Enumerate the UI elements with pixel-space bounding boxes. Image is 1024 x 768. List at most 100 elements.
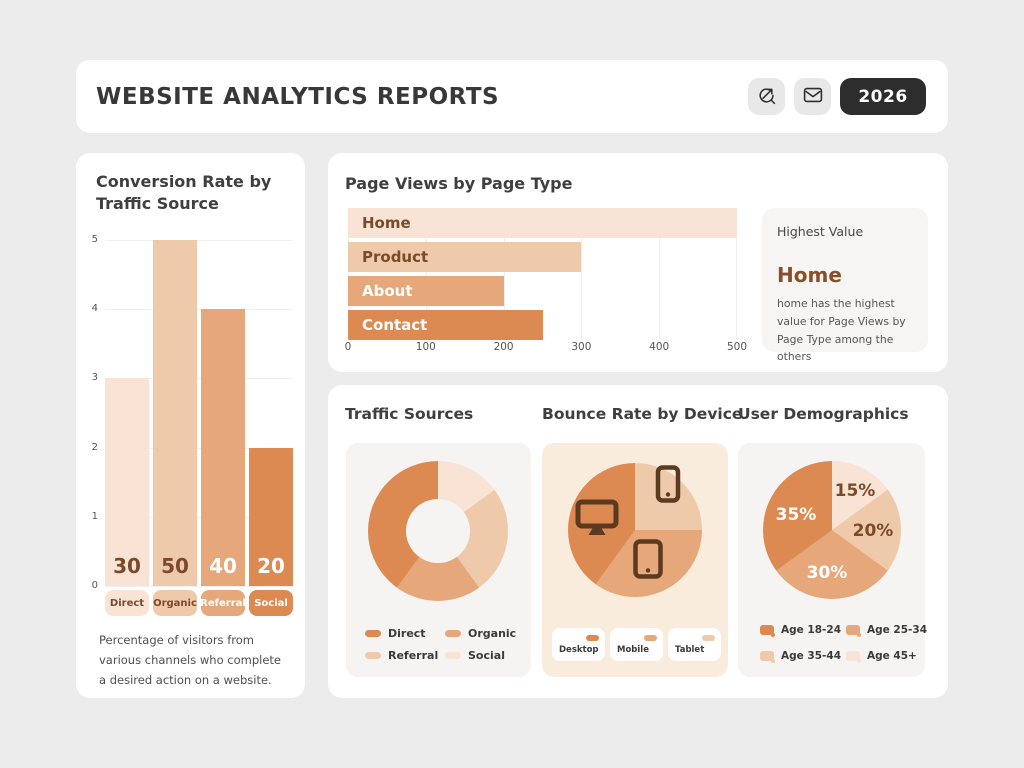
category-pill-social: Social	[249, 590, 293, 616]
page-views-plot: Home Product About Contact	[348, 208, 737, 340]
legend-swatch	[445, 630, 461, 637]
x-tick: 200	[493, 341, 514, 353]
x-tick: 0	[344, 341, 352, 353]
bar-social: 20	[249, 447, 293, 586]
bottom-charts-card: Traffic Sources Bounce Rate by Device Us…	[328, 385, 948, 698]
legend-swatch	[445, 652, 461, 659]
legend-label: Tablet	[675, 645, 705, 655]
bar-value-label: 20	[257, 554, 285, 578]
legend-swatch	[760, 625, 775, 637]
legend-swatch	[846, 651, 861, 663]
conversion-chart-title: Conversion Rate by Traffic Source	[96, 172, 272, 213]
legend-chip-tablet: Tablet	[668, 628, 721, 661]
legend-swatch	[702, 635, 715, 641]
demographics-title: User Demographics	[738, 405, 909, 423]
mail-button[interactable]	[794, 78, 831, 115]
hbar-label: Product	[362, 248, 429, 266]
year-badge[interactable]: 2026	[840, 78, 926, 115]
bar-organic: 50	[153, 240, 197, 586]
gridline	[105, 309, 293, 311]
legend-label: Direct	[388, 627, 426, 640]
y-tick: 4	[91, 303, 98, 315]
legend-swatch	[365, 630, 381, 637]
smartphone-icon	[655, 465, 681, 507]
monitor-icon	[575, 499, 619, 541]
gridline	[348, 208, 349, 340]
bounce-rate-pie	[568, 463, 702, 597]
hbar-label: About	[362, 282, 413, 300]
donut-hole	[406, 499, 470, 563]
legend-chip-mobile: Mobile	[610, 628, 663, 661]
legend-item-age-45plus: Age 45+	[846, 650, 917, 663]
y-tick: 3	[91, 372, 98, 384]
legend-label: Organic	[468, 627, 517, 640]
legend-swatch	[365, 652, 381, 659]
legend-swatch	[644, 635, 657, 641]
hbar-home: Home	[348, 208, 737, 238]
gridline	[736, 208, 737, 340]
legend-item-organic: Organic	[445, 627, 516, 640]
slice-label-35: 35%	[775, 505, 817, 525]
bar-direct: 30	[105, 378, 149, 586]
highest-value-note: home has the highest value for Page View…	[777, 297, 906, 364]
legend-swatch	[760, 651, 775, 663]
y-tick: 2	[91, 441, 98, 453]
y-tick: 5	[91, 234, 98, 245]
gridline	[581, 208, 583, 340]
traffic-sources-donut	[368, 461, 508, 601]
x-tick: 400	[649, 341, 670, 353]
hbar-contact: Contact	[348, 310, 543, 340]
x-tick: 100	[415, 341, 436, 353]
legend-item-direct: Direct	[365, 627, 426, 640]
legend-label: Desktop	[559, 645, 599, 655]
search-trend-icon	[757, 85, 777, 108]
legend-label: Social	[468, 649, 505, 662]
conversion-description: Percentage of visitors from various chan…	[99, 633, 282, 688]
slice-label-15: 15%	[834, 481, 876, 501]
hbar-product: Product	[348, 242, 582, 272]
legend-label: Age 18-24	[781, 624, 842, 636]
conversion-rate-card: Conversion Rate by Traffic Source 5 4 3 …	[76, 153, 305, 698]
y-tick: 0	[91, 580, 98, 591]
legend-item-age-18-24: Age 18-24	[760, 624, 842, 637]
legend-chip-desktop: Desktop	[552, 628, 605, 661]
gridline	[105, 586, 293, 587]
highest-value-panel: Highest Value Home home has the highest …	[762, 208, 928, 363]
gridline	[105, 240, 293, 241]
traffic-sources-title: Traffic Sources	[345, 405, 474, 423]
tablet-icon	[633, 539, 663, 583]
page-views-card: Page Views by Page Type Home Product Abo…	[328, 153, 948, 372]
gridline	[105, 516, 293, 518]
traffic-sources-panel: Direct Organic Referral Social	[346, 443, 531, 677]
hbar-label: Home	[362, 214, 411, 232]
legend-swatch	[586, 635, 599, 641]
category-pill-direct: Direct	[105, 590, 149, 616]
bounce-rate-title: Bounce Rate by Device	[542, 405, 743, 423]
legend-label: Age 25-34	[867, 624, 928, 636]
gridline	[503, 208, 505, 340]
x-tick: 300	[571, 341, 592, 353]
hbar-label: Contact	[362, 316, 428, 334]
device-legend: Desktop Mobile Tablet	[552, 628, 721, 661]
gridline	[105, 447, 293, 449]
legend-item-social: Social	[445, 649, 505, 662]
analytics-search-button[interactable]	[748, 78, 785, 115]
bar-referral: 40	[201, 309, 245, 586]
hbar-about: About	[348, 276, 504, 306]
bar-value-label: 30	[113, 554, 141, 578]
category-pill-referral: Referral	[200, 590, 246, 616]
gridline	[425, 208, 427, 340]
highest-value-label: Highest Value	[777, 224, 864, 239]
bounce-rate-panel: Desktop Mobile Tablet	[542, 443, 728, 677]
bar-value-label: 40	[209, 554, 237, 578]
gridline	[659, 208, 661, 340]
demographics-panel: 35% 15% 20% 30% Age 18-24 Age 25-34 Age …	[738, 443, 928, 677]
slice-label-30: 30%	[806, 563, 848, 583]
page-views-title: Page Views by Page Type	[345, 174, 573, 193]
gridline	[105, 378, 293, 380]
legend-swatch	[846, 625, 861, 637]
x-tick: 500	[726, 341, 748, 353]
conversion-bar-plot: 30 50 40 20	[105, 240, 293, 587]
bar-value-label: 50	[161, 554, 189, 578]
legend-label: Age 45+	[867, 650, 917, 662]
